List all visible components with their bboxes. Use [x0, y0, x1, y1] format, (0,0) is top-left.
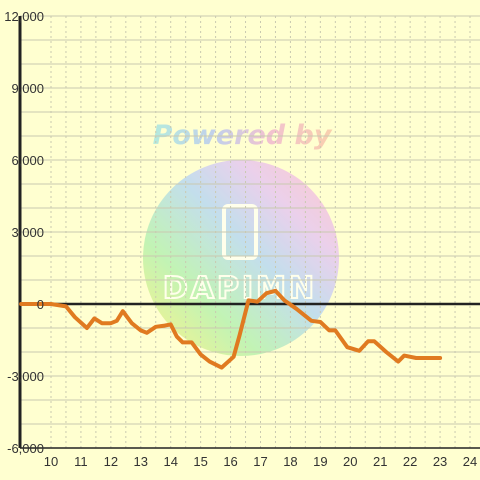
x-tick-label: 16	[223, 454, 237, 469]
y-tick-label: -6,000	[7, 441, 44, 456]
series-line	[19, 288, 443, 370]
x-axis-labels: 10 11 12 13 14 15 16 17 18 19 20 21 22 23 24	[44, 454, 477, 469]
grid	[20, 15, 480, 449]
y-tick-label: 3,000	[11, 225, 44, 240]
x-tick-label: 17	[253, 454, 267, 469]
x-tick-label: 15	[193, 454, 207, 469]
y-axis-labels: -6,000 -3,000 0 3,000 6,000 9,000 12,000	[4, 9, 44, 456]
x-tick-label: 14	[163, 454, 177, 469]
series-layer	[19, 288, 443, 370]
x-tick-label: 10	[44, 454, 58, 469]
watermark-logo-text: DAPIMN	[163, 271, 317, 306]
y-tick-label: -3,000	[7, 369, 44, 384]
x-tick-label: 11	[74, 454, 88, 469]
x-tick-label: 12	[104, 454, 118, 469]
y-tick-label: 9,000	[11, 81, 44, 96]
x-tick-label: 13	[134, 454, 148, 469]
x-tick-label: 18	[283, 454, 297, 469]
y-tick-label: 6,000	[11, 153, 44, 168]
x-tick-label: 19	[313, 454, 327, 469]
x-tick-label: 23	[433, 454, 447, 469]
y-tick-label: 0	[37, 297, 44, 312]
x-tick-label: 24	[463, 454, 477, 469]
x-tick-label: 20	[343, 454, 357, 469]
x-tick-label: 21	[373, 454, 387, 469]
x-tick-label: 22	[403, 454, 417, 469]
y-tick-label: 12,000	[4, 9, 44, 24]
axes	[18, 16, 480, 449]
